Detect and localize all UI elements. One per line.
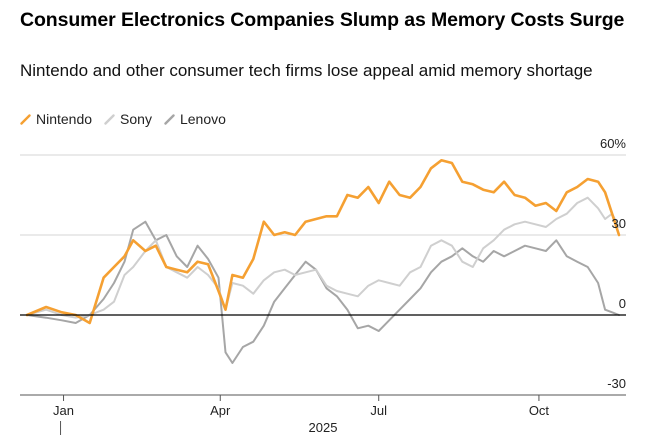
legend-swatch-sony-icon: [104, 113, 115, 125]
legend-label-sony: Sony: [120, 111, 152, 127]
x-tick-label: Jan: [53, 403, 74, 418]
series-line-lenovo: [26, 220, 620, 364]
swatch-line: [164, 113, 175, 125]
y-axis-ticks: 60% 30 0 -30: [600, 136, 626, 391]
y-tick-label: 0: [619, 296, 626, 311]
y-tick-label: 60%: [600, 136, 626, 151]
x-tick-label: Oct: [529, 403, 550, 418]
swatch-line: [20, 113, 31, 125]
legend-label-nintendo: Nintendo: [36, 111, 93, 127]
gridlines: [20, 154, 626, 236]
legend: Nintendo Sony Lenovo: [20, 110, 226, 128]
x-tick-label: Jul: [370, 403, 387, 418]
x-axis: Jan Apr Jul Oct 2025: [20, 394, 626, 435]
legend-swatch-nintendo-icon: [20, 113, 31, 125]
series-line-nintendo: [25, 159, 621, 325]
legend-item-sony[interactable]: Sony: [104, 110, 152, 128]
swatch-line: [104, 113, 115, 125]
chart-subtitle: Nintendo and other consumer tech firms l…: [20, 61, 593, 80]
chart-title: Consumer Electronics Companies Slump as …: [20, 9, 625, 31]
year-label: 2025: [309, 420, 338, 435]
legend-swatch-lenovo-icon: [164, 113, 175, 125]
series-line-sony: [26, 196, 620, 319]
legend-item-lenovo[interactable]: Lenovo: [164, 110, 226, 128]
legend-label-lenovo: Lenovo: [179, 111, 226, 127]
series-lines: [25, 159, 621, 364]
y-tick-label: 30: [612, 216, 626, 231]
y-tick-label: -30: [607, 376, 626, 391]
x-tick-label: Apr: [210, 403, 231, 418]
legend-item-nintendo[interactable]: Nintendo: [20, 110, 92, 128]
